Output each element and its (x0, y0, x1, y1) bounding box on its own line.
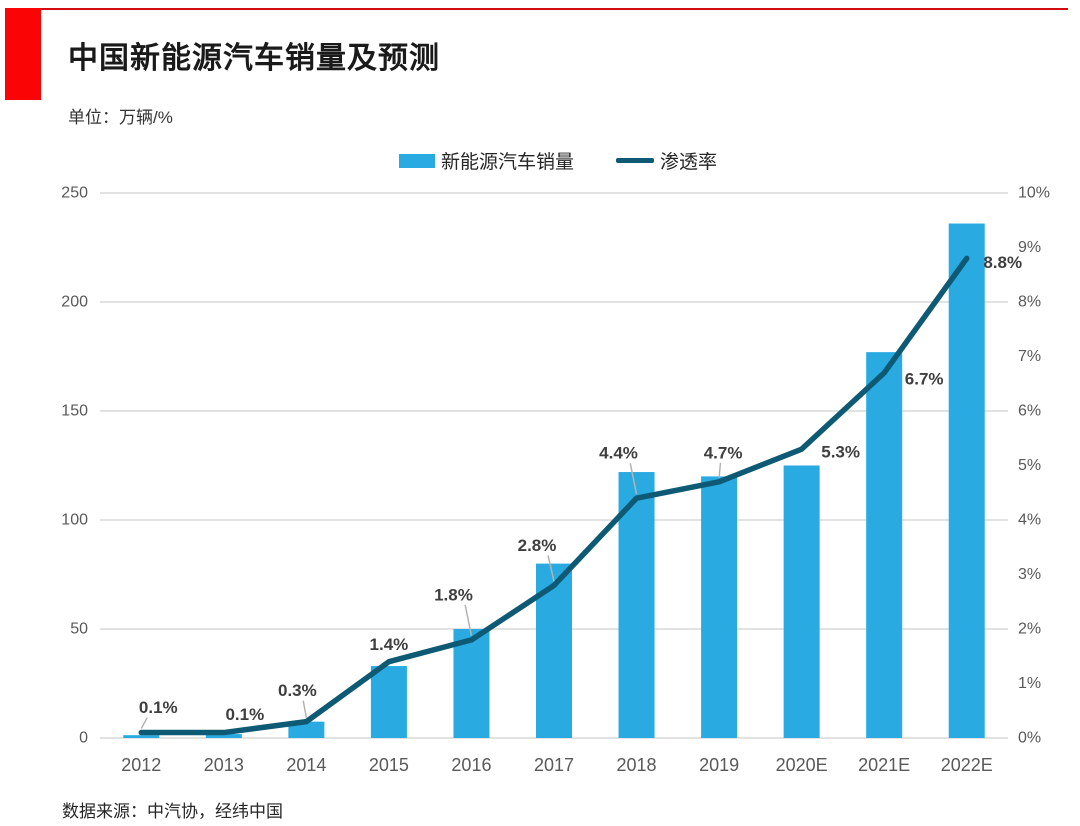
label-leader-line (464, 604, 473, 637)
left-axis-tick: 250 (61, 185, 88, 202)
legend-label-sales: 新能源汽车销量 (440, 152, 574, 173)
bar-2022E (948, 223, 985, 738)
bar-series-swatch (398, 153, 435, 168)
label-leader-line (629, 463, 638, 495)
right-axis-tick: 7% (1018, 348, 1041, 365)
right-axis-tick: 8% (1018, 294, 1041, 311)
bar-2017 (536, 563, 572, 738)
top-red-rule (5, 8, 1068, 10)
right-axis-tick: 2% (1018, 621, 1041, 638)
label-leader-line (302, 700, 308, 718)
x-axis-label: 2022E (941, 755, 993, 775)
bar-2014 (288, 721, 325, 738)
data-label-2020E: 5.3% (821, 443, 860, 462)
legend-label-penetration: 渗透率 (660, 152, 718, 173)
left-axis-tick: 0 (79, 730, 88, 747)
right-axis-tick: 3% (1018, 566, 1041, 583)
x-axis-label: 2019 (699, 755, 739, 775)
data-label-2019: 4.7% (704, 443, 743, 462)
bar-2016 (453, 629, 490, 738)
source-note: 数据来源：中汽协，经纬中国 (62, 802, 283, 821)
unit-label: 单位：万辆/% (68, 108, 173, 127)
x-axis-label: 2016 (451, 755, 491, 775)
penetration-line (138, 255, 970, 736)
left-axis-tick: 150 (61, 403, 88, 420)
right-axis-tick: 10% (1018, 185, 1050, 202)
bar-2013 (205, 734, 242, 738)
left-axis-tick: 200 (61, 294, 88, 311)
label-leader-line (718, 462, 722, 478)
bar-2012 (123, 735, 160, 738)
x-axis-label: 2018 (617, 755, 657, 775)
x-axis-label: 2013 (204, 755, 244, 775)
right-axis-tick: 6% (1018, 403, 1041, 420)
x-axis-label: 2021E (858, 755, 910, 775)
right-axis-tick: 4% (1018, 512, 1041, 529)
bar-2015 (370, 666, 407, 738)
data-label-2016: 1.8% (434, 585, 473, 604)
x-axis-label: 2017 (534, 755, 574, 775)
x-axis-label: 2014 (286, 755, 326, 775)
legend-item-penetration: 渗透率 (616, 147, 717, 174)
bar-2020E (783, 465, 820, 738)
right-axis-tick: 5% (1018, 457, 1041, 474)
left-axis-tick: 50 (70, 621, 88, 638)
data-label-2013: 0.1% (225, 705, 264, 724)
data-label-2015: 1.4% (370, 635, 409, 654)
chart-legend: 新能源汽车销量 渗透率 (18, 147, 1080, 174)
data-label-2012: 0.1% (139, 698, 178, 717)
right-axis-tick: 9% (1018, 239, 1041, 256)
legend-item-sales: 新能源汽车销量 (398, 147, 574, 174)
x-axis-label: 2012 (121, 755, 161, 775)
data-label-2022E: 8.8% (983, 253, 1022, 272)
x-axis-label: 2020E (776, 755, 828, 775)
left-axis-tick: 100 (61, 512, 88, 529)
right-axis-tick: 0% (1018, 730, 1041, 747)
red-accent-square (5, 8, 41, 100)
label-leader-line (140, 717, 148, 729)
right-axis-tick: 1% (1018, 675, 1041, 692)
label-leader-line (547, 555, 555, 582)
bar-2021E (866, 352, 903, 738)
bar-2018 (618, 472, 655, 738)
data-label-2018: 4.4% (599, 444, 638, 463)
bar-2019 (701, 476, 738, 738)
page-title: 中国新能源汽车销量及预测 (68, 42, 440, 75)
line-series-swatch (616, 158, 654, 163)
x-axis-label: 2015 (369, 755, 409, 775)
data-label-2021E: 6.7% (905, 369, 944, 388)
data-label-2014: 0.3% (278, 681, 317, 700)
data-label-2017: 2.8% (518, 536, 557, 555)
